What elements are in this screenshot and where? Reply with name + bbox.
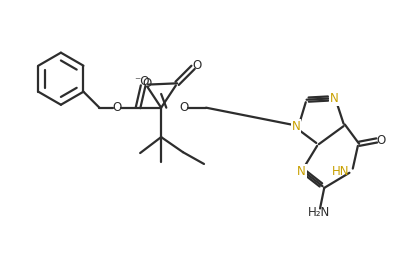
- Text: O: O: [143, 77, 152, 90]
- Text: O: O: [180, 101, 189, 114]
- Text: O: O: [193, 59, 202, 72]
- Text: HN: HN: [331, 165, 349, 178]
- Text: ⁻O: ⁻O: [134, 75, 150, 88]
- Text: O: O: [113, 101, 122, 114]
- Text: H₂N: H₂N: [308, 206, 330, 219]
- Text: N: N: [330, 92, 338, 105]
- Text: O: O: [376, 134, 386, 147]
- Text: N: N: [297, 165, 306, 178]
- Text: N: N: [292, 120, 300, 133]
